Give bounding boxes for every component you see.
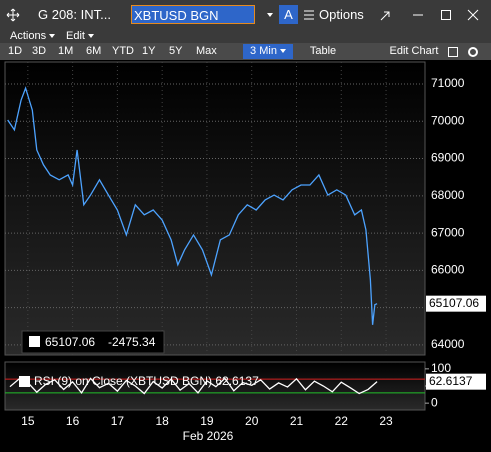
last-value-label: 62.6137 bbox=[429, 374, 473, 388]
interval-label: 3 Min bbox=[250, 45, 277, 57]
y-tick-label: 68000 bbox=[431, 188, 465, 202]
series-line bbox=[9, 377, 378, 395]
plot-area bbox=[4, 61, 426, 356]
y-tick-label: 64000 bbox=[431, 337, 465, 351]
y-tick-label: 0 bbox=[431, 395, 438, 409]
x-tick-label: 20 bbox=[245, 414, 259, 428]
x-tick-label: 21 bbox=[290, 414, 304, 428]
range-button[interactable]: YTD bbox=[112, 45, 134, 57]
range-bar: 3 Min Table Edit Chart 1D 3D 1M 6M YTD 1Y 5Y Ma… bbox=[0, 43, 491, 60]
menu-icon[interactable] bbox=[304, 10, 314, 20]
y-tick-label: 67000 bbox=[431, 225, 465, 239]
autofill-button[interactable]: A bbox=[279, 5, 298, 24]
last-value-label: 65107.06 bbox=[429, 296, 479, 310]
indicator-title: RSI (9) on Close (XBTUSD BGN) 62.6137 bbox=[34, 374, 259, 388]
range-button[interactable]: 6M bbox=[86, 45, 102, 57]
x-tick-label: 15 bbox=[21, 414, 35, 428]
range-button[interactable]: 3D bbox=[32, 45, 47, 57]
actions-menu[interactable]: Actions bbox=[10, 29, 56, 44]
options-menu[interactable]: Options bbox=[319, 7, 364, 22]
legend-box bbox=[21, 330, 165, 354]
last-value-box bbox=[426, 295, 486, 312]
last-value-box bbox=[426, 373, 486, 390]
legend-swatch bbox=[19, 376, 30, 387]
settings-icons[interactable] bbox=[448, 46, 484, 58]
y-tick-label: 66000 bbox=[431, 263, 465, 277]
ticker-input[interactable]: XBTUSD BGN Curncy bbox=[131, 5, 255, 42]
x-tick-label: 18 bbox=[155, 414, 169, 428]
ticker-dropdown[interactable] bbox=[267, 13, 273, 17]
table-button[interactable]: Table bbox=[309, 45, 337, 57]
x-tick-label: 23 bbox=[379, 414, 393, 428]
interval-button[interactable]: 3 Min bbox=[243, 44, 293, 59]
x-tick-label: 16 bbox=[66, 414, 80, 428]
menu-label: Edit bbox=[66, 30, 85, 42]
title-bar: G 208: INT... XBTUSD BGN Curncy A Option… bbox=[0, 0, 491, 42]
legend-swatch bbox=[29, 336, 40, 347]
y-tick-label: 69000 bbox=[431, 151, 465, 165]
x-tick-label: 22 bbox=[335, 414, 349, 428]
range-button[interactable]: 1M bbox=[58, 45, 74, 57]
y-tick-label: 71000 bbox=[431, 76, 465, 90]
x-axis-label: Feb 2026 bbox=[183, 429, 234, 443]
range-button[interactable]: Max bbox=[196, 45, 217, 57]
y-tick-label: 70000 bbox=[431, 113, 465, 127]
window-controls[interactable] bbox=[380, 9, 480, 21]
legend-change: -2475.34 bbox=[108, 335, 156, 349]
range-button[interactable]: 1Y bbox=[142, 45, 156, 57]
x-tick-label: 19 bbox=[200, 414, 214, 428]
edit-menu[interactable]: Edit bbox=[66, 29, 94, 44]
move-icon[interactable] bbox=[6, 8, 20, 22]
legend-last: 65107.06 bbox=[45, 335, 95, 349]
x-tick-label: 17 bbox=[111, 414, 125, 428]
chart: 6400065000660006700068000690007000071000… bbox=[4, 61, 486, 443]
y-tick-label: 100 bbox=[431, 361, 451, 375]
menu-bar: Actions Edit bbox=[0, 29, 491, 43]
window-title: G 208: INT... bbox=[38, 7, 111, 22]
edit-chart-button[interactable]: Edit Chart bbox=[389, 45, 439, 57]
range-button[interactable]: 5Y bbox=[169, 45, 183, 57]
menu-label: Actions bbox=[10, 30, 47, 42]
range-button[interactable]: 1D bbox=[8, 45, 23, 57]
series-line bbox=[7, 86, 378, 325]
